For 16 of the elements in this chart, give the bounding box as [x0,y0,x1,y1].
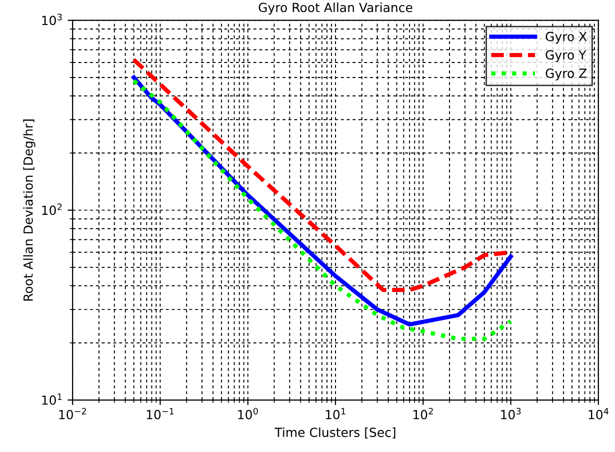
x-tick-label: 10$^{1}$ [326,408,346,420]
y-tick-label: 10$^{2}$ [42,204,62,216]
x-tick-label: 10$^{2}$ [413,408,433,420]
chart-title: Gyro Root Allan Variance [258,2,412,15]
legend-label: Gyro Y [546,50,586,62]
x-tick-label: 10$^{0}$ [238,408,258,420]
x-tick-label: 10$^{4}$ [588,408,608,420]
y-tick-label: 10$^{3}$ [42,14,62,26]
y-axis-title: Root Allan Deviation [Deg/hr] [23,120,36,301]
x-tick-label: 10$^{−1}$ [146,408,174,420]
legend-label: Gyro Z [546,68,587,80]
x-axis-title: Time Clusters [Sec] [274,427,396,439]
x-tick-label: 10$^{−2}$ [59,408,86,420]
y-tick-label: 10$^{1}$ [42,394,62,405]
x-tick-label: 10$^{3}$ [501,408,521,420]
legend-label: Gyro X [546,32,587,44]
